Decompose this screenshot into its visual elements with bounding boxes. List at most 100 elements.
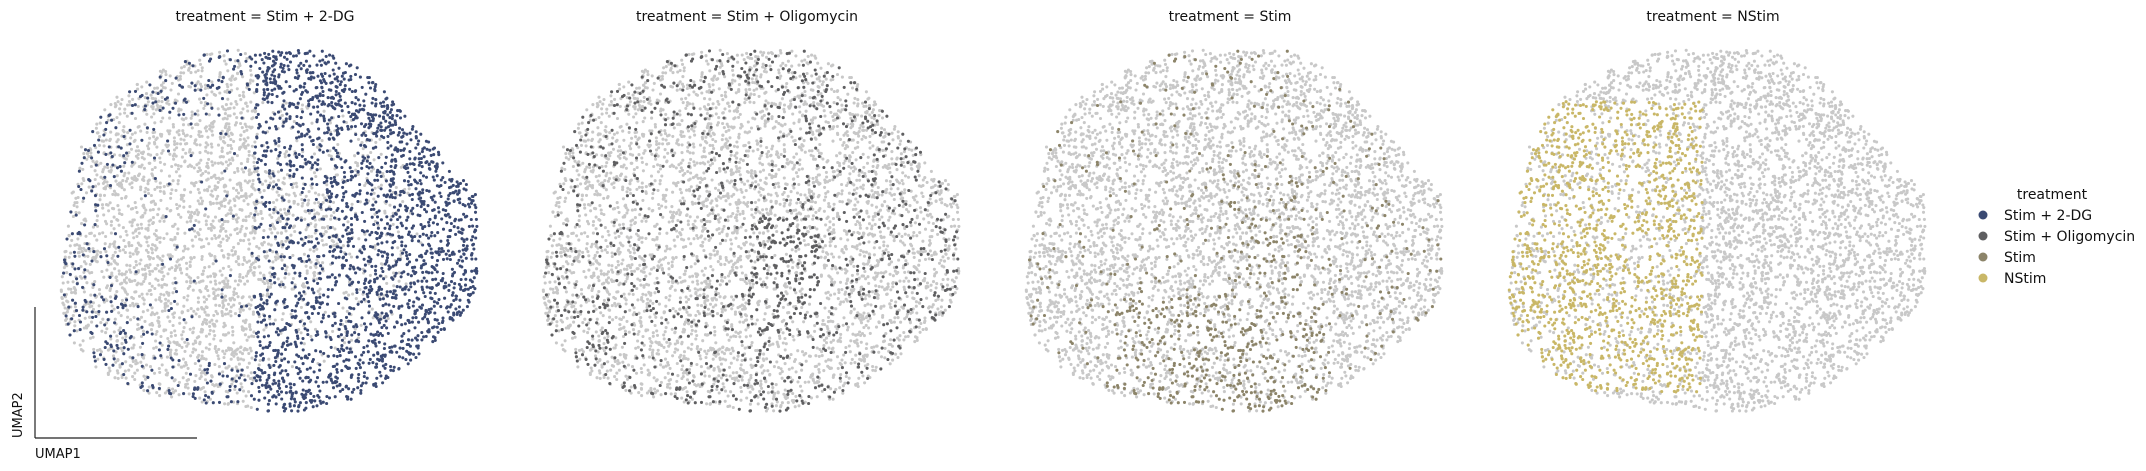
point [378, 114, 382, 118]
point [395, 225, 399, 229]
point [396, 217, 400, 222]
point [310, 338, 314, 342]
point [150, 269, 155, 273]
point [162, 328, 166, 332]
point [206, 189, 210, 193]
point [435, 251, 439, 255]
point [347, 350, 351, 355]
point [82, 290, 86, 294]
point [382, 117, 386, 121]
point [210, 391, 214, 395]
point [400, 334, 404, 338]
point [160, 100, 164, 104]
point [68, 244, 72, 248]
point [376, 330, 380, 334]
point [173, 287, 177, 291]
point [455, 261, 460, 265]
point [272, 373, 276, 377]
point [91, 335, 95, 339]
point [198, 58, 202, 62]
point [147, 391, 151, 395]
point [188, 163, 192, 167]
point [447, 201, 451, 205]
point [207, 226, 211, 231]
point [118, 331, 122, 336]
point [69, 251, 73, 255]
point [322, 351, 326, 355]
point [84, 191, 89, 195]
point [157, 207, 161, 211]
point [75, 329, 79, 333]
point [251, 229, 255, 233]
point [133, 174, 137, 179]
point [338, 240, 343, 244]
point [344, 62, 348, 66]
point [142, 332, 146, 336]
point [164, 368, 168, 372]
point [210, 318, 214, 322]
point [316, 201, 320, 205]
point [364, 325, 368, 329]
point [271, 59, 276, 63]
point [318, 292, 322, 296]
point [147, 161, 151, 165]
point [325, 188, 329, 192]
point [355, 288, 359, 292]
point [345, 204, 349, 209]
point [435, 259, 440, 263]
point [320, 86, 324, 90]
point [344, 315, 349, 319]
point [200, 322, 205, 326]
point [248, 346, 252, 350]
point [201, 171, 205, 176]
point [310, 166, 314, 170]
point [140, 325, 144, 329]
point [444, 214, 448, 218]
point [249, 405, 253, 410]
point [447, 186, 452, 190]
point [64, 314, 68, 318]
point [218, 75, 222, 79]
point [184, 116, 188, 120]
point [235, 195, 239, 199]
point [227, 125, 231, 129]
point [153, 187, 157, 191]
point [288, 323, 292, 328]
point [223, 402, 227, 406]
point [73, 291, 78, 295]
point [217, 304, 222, 308]
point [150, 321, 154, 325]
point [134, 270, 138, 274]
point [274, 141, 278, 145]
point [346, 124, 350, 128]
point [272, 363, 276, 367]
point [408, 252, 412, 257]
point [204, 112, 208, 116]
point [367, 81, 371, 85]
panel-1: treatment = Stim + 2-DG [59, 9, 479, 413]
point [227, 134, 231, 138]
point [318, 301, 322, 305]
point [232, 354, 236, 358]
point [146, 144, 150, 148]
point [406, 272, 410, 276]
point [394, 122, 398, 127]
point [215, 197, 219, 201]
point [350, 206, 354, 210]
point [375, 215, 380, 219]
point [310, 209, 314, 213]
point [109, 262, 113, 266]
point [218, 91, 222, 95]
point [304, 264, 308, 268]
point [257, 246, 261, 250]
point [137, 231, 141, 235]
point [420, 285, 424, 289]
point [425, 147, 429, 151]
point [86, 254, 90, 258]
point [274, 250, 278, 254]
point [181, 129, 185, 133]
point [136, 353, 140, 357]
point [297, 64, 301, 68]
point [177, 359, 181, 363]
point [242, 199, 246, 203]
